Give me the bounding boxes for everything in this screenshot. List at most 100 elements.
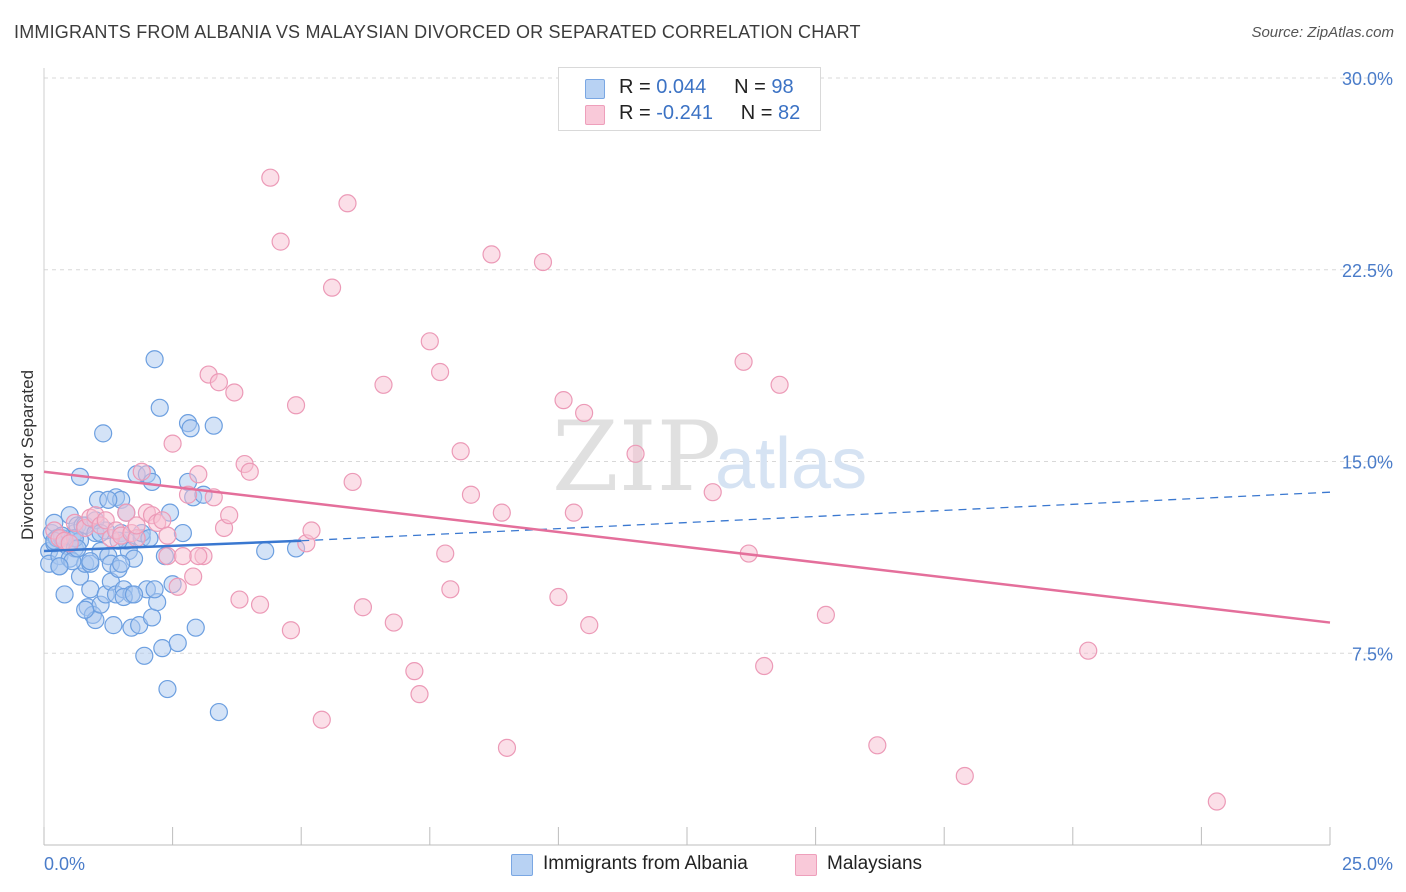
albania-trend-extension — [301, 491, 1331, 542]
albania-point — [173, 523, 192, 543]
malaysians-point — [338, 194, 357, 213]
albania-point — [112, 554, 131, 573]
legend-swatch-pink — [795, 854, 817, 876]
malaysians-point — [158, 546, 177, 566]
malaysians-point — [441, 580, 460, 599]
albania-point — [81, 580, 100, 599]
albania-point — [142, 608, 162, 627]
malaysians-point — [1079, 641, 1098, 660]
malaysians-point — [343, 472, 362, 492]
malaysians-point — [127, 516, 146, 535]
legend-swatch-pink — [585, 105, 605, 125]
malaysians-point — [153, 511, 172, 530]
malaysians-point — [240, 462, 259, 481]
malaysians-point — [163, 434, 182, 453]
malaysians-point — [451, 442, 470, 461]
y-tick-label: 30.0% — [1342, 69, 1393, 89]
albania-point — [135, 646, 154, 665]
malaysians-point — [117, 503, 136, 522]
albania-point — [99, 490, 118, 509]
albania-point — [124, 585, 144, 604]
r-value: -0.241 — [656, 102, 713, 124]
albania-point — [181, 419, 200, 438]
source-credit: Source: ZipAtlas.com — [1251, 24, 1394, 41]
malaysians-point — [220, 506, 239, 525]
malaysians-point — [158, 526, 177, 545]
n-label: N = — [740, 102, 773, 124]
albania-point — [150, 398, 169, 417]
malaysians-point — [225, 383, 244, 402]
albania-point — [76, 600, 95, 619]
y-tick-label: 15.0% — [1342, 453, 1393, 473]
malaysians-point — [322, 278, 342, 297]
malaysians-point — [703, 483, 722, 502]
malaysians-point — [312, 710, 331, 729]
albania-point — [145, 350, 164, 369]
malaysians-point — [755, 656, 774, 676]
albania-point — [50, 557, 69, 576]
stats-legend: R = 0.044 N = 98 R = -0.241 N = 82 — [558, 67, 821, 131]
albania-point — [158, 679, 177, 699]
albania-point — [186, 618, 205, 637]
trend-lines — [43, 470, 1331, 624]
malaysians-point — [436, 544, 455, 563]
malaysians-point — [209, 373, 228, 392]
malaysians-point — [189, 465, 208, 484]
malaysians-point — [734, 352, 753, 371]
legend-label: Malaysians — [827, 853, 923, 874]
grid-lines — [44, 77, 1392, 654]
malaysians-point — [580, 616, 599, 635]
legend-swatch-blue — [511, 854, 533, 876]
malaysians-point — [353, 598, 373, 617]
y-axis-label: Divorced or Separated — [18, 370, 37, 540]
malaysians-point — [554, 391, 573, 410]
malaysians-point — [770, 375, 789, 394]
y-tick-label: 22.5% — [1342, 261, 1393, 281]
r-label: R = — [619, 76, 651, 98]
x-tick-label: 0.0% — [44, 854, 85, 874]
albania-point — [168, 633, 187, 653]
legend-swatch-blue — [585, 79, 605, 99]
n-label: N = — [734, 76, 766, 98]
malaysians-point — [281, 621, 301, 640]
albania-point — [153, 639, 172, 658]
albania-point — [55, 585, 74, 604]
malaysians-point — [261, 168, 280, 187]
albania-trend-line — [43, 539, 302, 553]
malaysians-point — [189, 546, 208, 566]
malaysians-point — [250, 595, 270, 614]
axes — [43, 68, 1331, 846]
n-value: 82 — [778, 102, 801, 124]
malaysians-point — [1207, 792, 1226, 811]
malaysians-point — [132, 462, 151, 481]
malaysians-point — [271, 232, 290, 251]
x-tick-labels: 0.0% 25.0% — [44, 854, 1393, 874]
albania-point — [209, 702, 228, 722]
albania-point — [94, 424, 113, 443]
legend-label: Immigrants from Albania — [543, 853, 748, 874]
watermark-atlas: atlas — [715, 424, 867, 504]
malaysians-point — [420, 332, 439, 351]
r-value: 0.044 — [656, 76, 707, 98]
malaysians-point — [482, 245, 501, 264]
albania-point — [104, 616, 123, 635]
malaysians-point — [816, 605, 835, 625]
malaysians-point — [955, 766, 974, 786]
albania-point — [145, 580, 164, 599]
malaysians-point — [302, 521, 321, 540]
n-value: 98 — [771, 76, 794, 98]
malaysians-point — [168, 577, 187, 596]
malaysians-point — [497, 738, 517, 757]
malaysians-point — [405, 662, 424, 681]
malaysians-point — [868, 736, 887, 755]
chart-title: IMMIGRANTS FROM ALBANIA VS MALAYSIAN DIV… — [14, 22, 861, 42]
malaysians-point — [178, 485, 198, 504]
x-tick-label: 25.0% — [1342, 854, 1393, 874]
albania-point — [256, 541, 275, 561]
albania-point — [204, 416, 223, 435]
malaysians-point — [374, 375, 393, 394]
malaysians-point — [492, 503, 511, 522]
malaysians-point — [430, 362, 450, 382]
malaysians-point — [230, 590, 249, 609]
